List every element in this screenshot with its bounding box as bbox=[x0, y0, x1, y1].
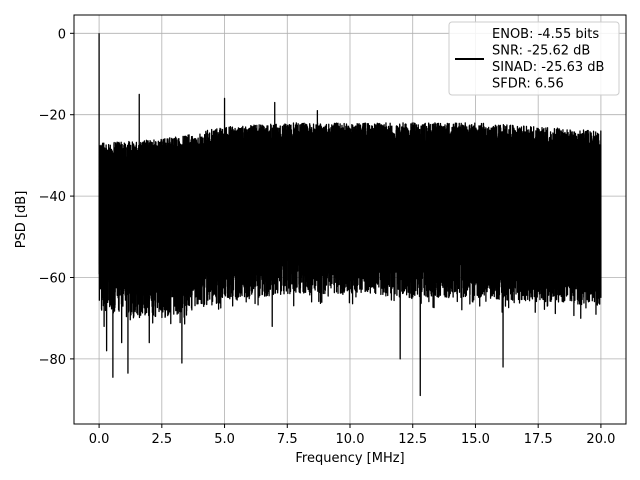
x-tick-label: 12.5 bbox=[398, 432, 427, 447]
x-tick-label: 10.0 bbox=[336, 432, 365, 447]
x-tick-label: 5.0 bbox=[214, 432, 235, 447]
psd-trace bbox=[98, 33, 602, 397]
legend-snr: SNR: -25.62 dB bbox=[492, 44, 590, 59]
y-tick-label: −20 bbox=[39, 109, 66, 124]
y-tick-label: 0 bbox=[58, 27, 66, 42]
legend-sinad: SINAD: -25.63 dB bbox=[492, 60, 604, 75]
y-tick-label: −80 bbox=[39, 353, 66, 368]
legend-sfdr: SFDR: 6.56 bbox=[492, 77, 564, 92]
psd-series bbox=[98, 33, 602, 397]
x-tick-label: 15.0 bbox=[461, 432, 490, 447]
x-tick-label: 2.5 bbox=[151, 432, 172, 447]
axis-ticks: 0.0 2.5 5.0 7.5 10.0 12.5 15.0 17.5 20.0 0 −20 −40 −… bbox=[39, 27, 616, 447]
x-tick-label: 17.5 bbox=[524, 432, 553, 447]
legend: ENOB: -4.55 bits SNR: -25.62 dB SINAD: -… bbox=[448, 21, 620, 96]
x-tick-label: 20.0 bbox=[586, 432, 615, 447]
legend-box bbox=[448, 21, 620, 96]
y-tick-label: −40 bbox=[39, 190, 66, 205]
x-tick-label: 7.5 bbox=[277, 432, 298, 447]
y-axis-label: PSD [dB] bbox=[14, 191, 29, 249]
legend-enob: ENOB: -4.55 bits bbox=[492, 27, 599, 42]
y-tick-label: −60 bbox=[39, 271, 66, 286]
x-tick-label: 0.0 bbox=[89, 432, 110, 447]
x-axis-label: Frequency [MHz] bbox=[295, 451, 404, 466]
